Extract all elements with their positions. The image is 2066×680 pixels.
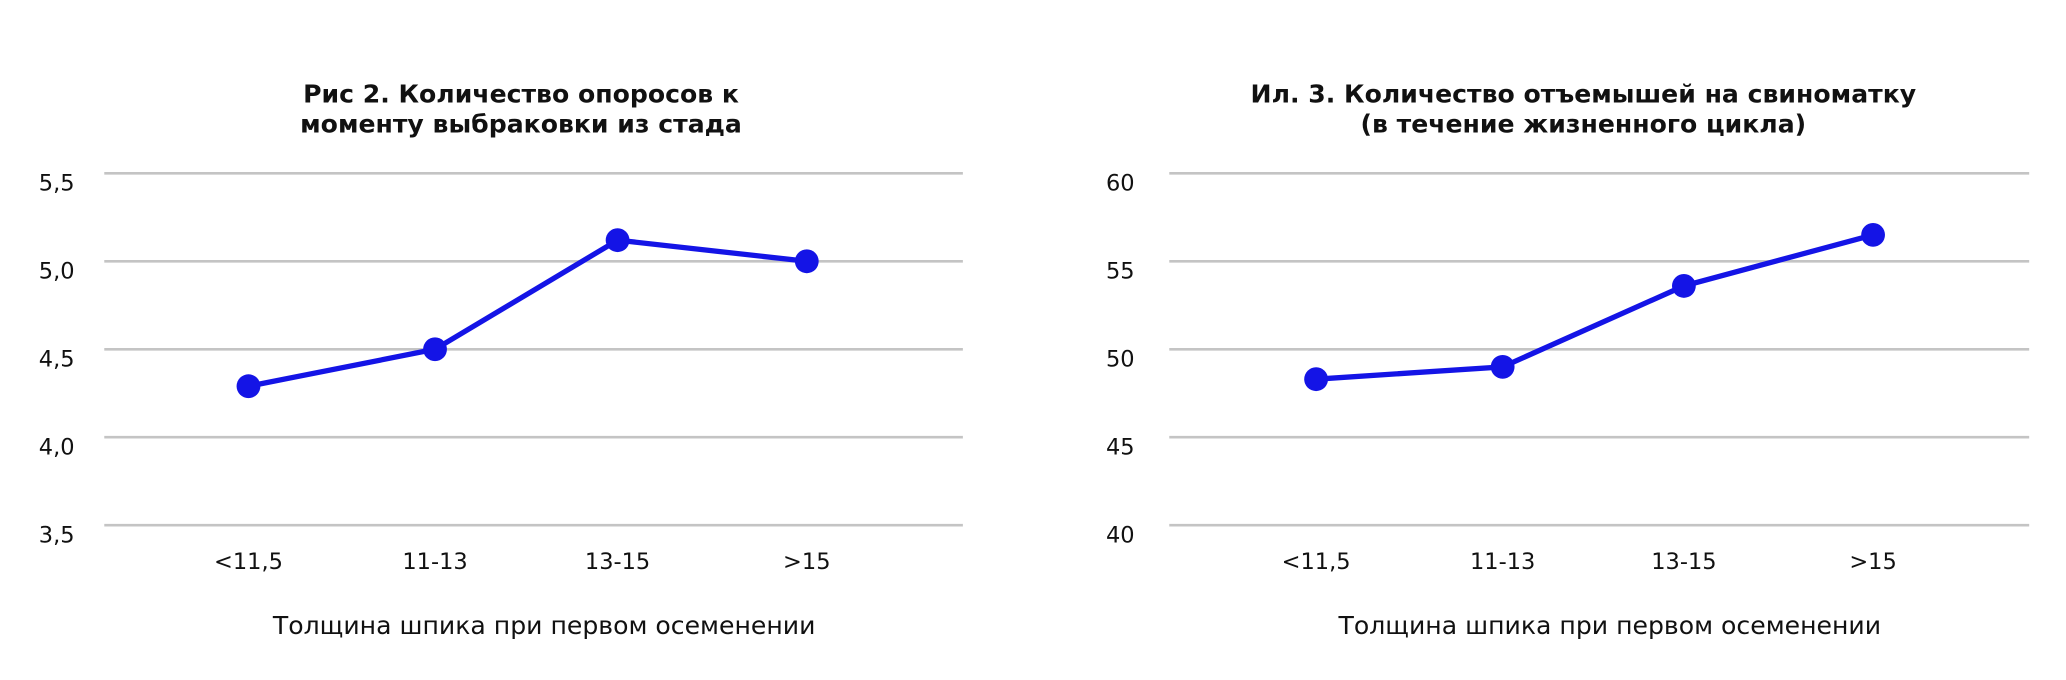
chart-title: моменту выбраковки из стада [300, 110, 742, 139]
point [1490, 354, 1515, 379]
y-tick-label: 45 [1106, 434, 1135, 460]
point [1671, 274, 1696, 298]
x-tick-label: 11-13 [402, 549, 467, 575]
x-axis-label: Толщина шпика при первом осеменении [272, 611, 816, 640]
x-tick-label: <11,5 [214, 549, 283, 575]
point [236, 374, 261, 399]
x-tick-label: 13-15 [1651, 549, 1716, 575]
y-tick-label: 4,0 [39, 434, 75, 460]
y-tick-label: 3,5 [39, 522, 75, 548]
x-tick-label: <11,5 [1282, 549, 1351, 575]
y-tick-label: 55 [1106, 258, 1135, 284]
point [605, 228, 630, 253]
x-tick-label: >15 [783, 549, 830, 575]
y-tick-label: 4,5 [39, 346, 75, 372]
line [247, 237, 808, 389]
y-tick-label: 40 [1106, 522, 1135, 548]
x-tick-label: 13-15 [585, 549, 650, 575]
x-tick-label: >15 [1849, 549, 1896, 575]
y-tick-label: 5,5 [39, 170, 75, 196]
chart-title: Ил. 3. Количество отъемышей на свиноматк… [1251, 79, 1917, 108]
y-tick-label: 60 [1106, 170, 1135, 196]
chart-title: (в течение жизненного цикла) [1361, 110, 1807, 139]
point [423, 337, 447, 362]
x-axis-label: Толщина шпика при первом осеменении [1338, 611, 1882, 640]
point [1304, 367, 1329, 392]
x-tick-label: 11-13 [1470, 549, 1535, 575]
line [1315, 232, 1874, 382]
y-tick-label: 50 [1106, 346, 1135, 372]
point [1861, 222, 1885, 247]
chart-title: Рис 2. Количество опоросов к [303, 79, 739, 108]
y-tick-label: 5,0 [39, 258, 75, 284]
point [794, 249, 819, 274]
